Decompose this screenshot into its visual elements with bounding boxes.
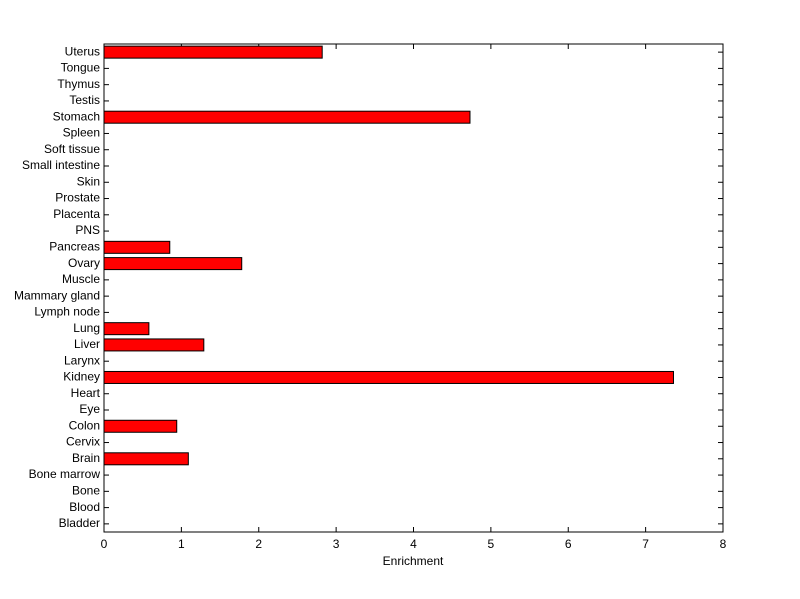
y-tick-label: Tongue	[61, 61, 101, 75]
x-tick-label: 7	[642, 537, 649, 551]
bar	[103, 338, 205, 352]
y-tick-label: Bladder	[59, 516, 100, 530]
bar	[103, 452, 189, 466]
x-tick-label: 6	[565, 537, 572, 551]
bar	[103, 110, 471, 124]
bar	[103, 419, 178, 433]
y-tick-label: Thymus	[57, 77, 100, 91]
bar	[103, 240, 171, 254]
y-tick-label: Brain	[72, 451, 100, 465]
y-tick-label: Heart	[71, 386, 101, 400]
y-tick-label: Blood	[69, 500, 100, 514]
y-tick-label: Uterus	[65, 44, 100, 58]
x-tick-label: 2	[255, 537, 262, 551]
x-axis-label: Enrichment	[383, 554, 444, 568]
bar	[103, 257, 243, 271]
y-tick-label: Muscle	[62, 272, 100, 286]
y-tick-label: Stomach	[53, 109, 100, 123]
y-tick-label: Small intestine	[22, 158, 100, 172]
x-tick-label: 5	[488, 537, 495, 551]
y-tick-label: Lung	[73, 321, 100, 335]
x-tick-label: 0	[101, 537, 108, 551]
y-tick-label: Soft tissue	[44, 142, 100, 156]
bar	[103, 45, 323, 59]
y-tick-label: Ovary	[68, 256, 100, 270]
x-tick-label: 3	[333, 537, 340, 551]
y-tick-label: Colon	[69, 418, 100, 432]
y-tick-label: Pancreas	[49, 240, 100, 254]
y-tick-label: PNS	[75, 223, 100, 237]
y-tick-label: Prostate	[55, 191, 100, 205]
x-tick-label: 8	[720, 537, 727, 551]
y-tick-label: Liver	[74, 337, 100, 351]
y-tick-label: Larynx	[64, 353, 100, 367]
x-tick-label: 1	[178, 537, 185, 551]
y-tick-label: Eye	[79, 402, 100, 416]
bar	[103, 370, 674, 384]
y-tick-label: Mammary gland	[14, 288, 100, 302]
y-tick-label: Skin	[77, 174, 100, 188]
y-tick-label: Bone	[72, 484, 100, 498]
bar	[103, 322, 150, 336]
y-tick-label: Kidney	[63, 370, 100, 384]
x-tick-label: 4	[410, 537, 417, 551]
y-tick-label: Placenta	[53, 207, 100, 221]
y-tick-label: Cervix	[66, 435, 100, 449]
y-tick-label: Lymph node	[34, 305, 100, 319]
y-tick-label: Spleen	[63, 126, 100, 140]
y-tick-label: Bone marrow	[29, 467, 101, 481]
y-tick-label: Testis	[69, 93, 100, 107]
